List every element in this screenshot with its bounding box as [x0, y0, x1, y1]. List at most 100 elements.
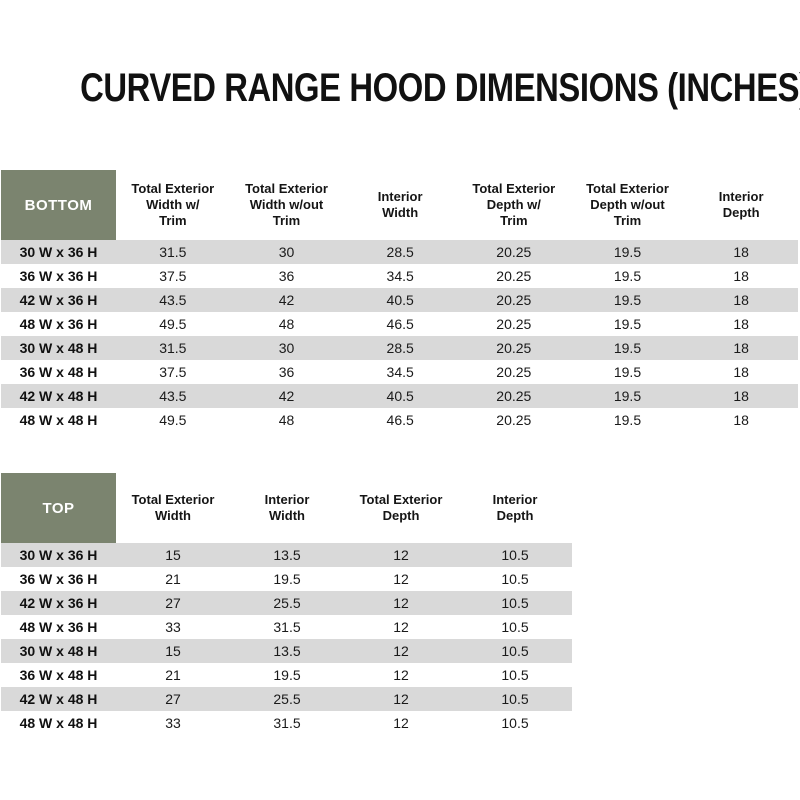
table-cell: 27: [165, 691, 181, 707]
table-row: 42 W x 36 H 43.5 42 40.5 20.25 19.5 18: [1, 288, 798, 312]
table-cell: 13.5: [273, 547, 301, 563]
table-cell: 37.5: [159, 364, 187, 380]
table-cell: 19.5: [613, 364, 642, 380]
table-cell: 19.5: [613, 388, 642, 404]
table-cell: 10.5: [501, 619, 529, 635]
table-cell: 20.25: [496, 316, 532, 332]
table-cell: 42: [278, 292, 295, 308]
row-label: 30 W x 48 H: [19, 340, 98, 356]
table-cell: 19.5: [613, 244, 642, 260]
table-cell: 12: [393, 547, 409, 563]
column-header-line: Width w/out: [249, 197, 324, 212]
table-cell: 20.25: [496, 268, 532, 284]
table-cell: 12: [393, 619, 409, 635]
column-header: Interior Depth: [458, 473, 572, 543]
column-header-line: Trim: [272, 213, 301, 228]
table-cell: 36: [278, 364, 295, 380]
column-header-line: Total Exterior: [359, 492, 443, 507]
table-cell: 20.25: [496, 340, 532, 356]
column-header-line: Total Exterior: [131, 492, 215, 507]
table-cell: 20.25: [496, 292, 532, 308]
column-header-line: Depth: [496, 508, 534, 523]
column-header: Total Exterior Depth w/Trim: [457, 170, 571, 240]
column-header-line: Trim: [613, 213, 642, 228]
table-cell: 19.5: [273, 667, 301, 683]
table-cell: 43.5: [159, 388, 187, 404]
table-cell: 21: [165, 667, 181, 683]
column-header-line: Width w/: [146, 197, 200, 212]
table-cell: 18: [733, 388, 749, 404]
table-row: 36 W x 48 H 37.5 36 34.5 20.25 19.5 18: [1, 360, 798, 384]
column-header-line: Width: [155, 508, 191, 523]
table-cell: 31.5: [159, 340, 187, 356]
table-cell: 15: [165, 547, 181, 563]
table-cell: 12: [393, 667, 409, 683]
table-row: 48 W x 36 H 49.5 48 46.5 20.25 19.5 18: [1, 312, 798, 336]
table-cell: 31.5: [159, 244, 187, 260]
row-label: 42 W x 48 H: [19, 691, 98, 707]
table-cell: 19.5: [613, 412, 642, 428]
row-label: 30 W x 36 H: [19, 547, 98, 563]
column-header: Interior Width: [230, 473, 344, 543]
row-label: 30 W x 48 H: [19, 643, 98, 659]
table-cell: 20.25: [496, 364, 532, 380]
table-cell: 48: [278, 316, 295, 332]
row-label: 36 W x 36 H: [19, 268, 98, 284]
column-header-line: Total Exterior: [245, 181, 328, 196]
column-header: Interior Width: [343, 170, 457, 240]
column-header-line: Interior: [377, 189, 423, 204]
table-corner-label: BOTTOM: [1, 170, 116, 240]
table-cell: 34.5: [386, 268, 414, 284]
table-cell: 19.5: [613, 316, 642, 332]
column-header-line: Depth w/out: [590, 197, 665, 212]
table-cell: 36: [278, 268, 295, 284]
table-cell: 28.5: [386, 340, 414, 356]
column-header-line: Width: [269, 508, 305, 523]
table-row: 36 W x 36 H 37.5 36 34.5 20.25 19.5 18: [1, 264, 798, 288]
column-header: Interior Depth: [684, 170, 798, 240]
column-header: Total Exterior Width w/Trim: [116, 170, 230, 240]
table-cell: 46.5: [386, 412, 414, 428]
table-cell: 20.25: [496, 388, 532, 404]
table-cell: 10.5: [501, 691, 529, 707]
table-row: 42 W x 48 H 43.5 42 40.5 20.25 19.5 18: [1, 384, 798, 408]
column-header-line: Depth: [722, 205, 760, 220]
table-cell: 46.5: [386, 316, 414, 332]
table-row: 48 W x 36 H 33 31.5 12 10.5: [1, 615, 572, 639]
row-label: 42 W x 48 H: [19, 388, 98, 404]
table-row: 30 W x 36 H 31.5 30 28.5 20.25 19.5 18: [1, 240, 798, 264]
table-cell: 12: [393, 595, 409, 611]
table-cell: 10.5: [501, 715, 529, 731]
table-cell: 12: [393, 643, 409, 659]
row-label: 36 W x 36 H: [19, 571, 98, 587]
table-cell: 12: [393, 691, 409, 707]
column-header-line: Total Exterior: [586, 181, 669, 196]
row-label: 48 W x 48 H: [19, 715, 98, 731]
table-cell: 20.25: [496, 244, 532, 260]
table-row: 36 W x 36 H 21 19.5 12 10.5: [1, 567, 572, 591]
table-row: 48 W x 48 H 33 31.5 12 10.5: [1, 711, 572, 735]
row-label: 36 W x 48 H: [19, 667, 98, 683]
table-cell: 19.5: [613, 340, 642, 356]
table-cell: 10.5: [501, 595, 529, 611]
top-dimensions-table: TOP Total Exterior Width Interior Width Total…: [1, 473, 572, 735]
table-cell: 18: [733, 364, 749, 380]
column-header-line: Depth: [382, 508, 420, 523]
column-header-line: Interior: [718, 189, 764, 204]
table-cell: 19.5: [613, 268, 642, 284]
table-cell: 10.5: [501, 547, 529, 563]
column-header-line: Depth w/: [486, 197, 541, 212]
table-cell: 31.5: [273, 619, 301, 635]
table-cell: 18: [733, 316, 749, 332]
table-cell: 18: [733, 292, 749, 308]
row-label: 48 W x 36 H: [19, 619, 98, 635]
row-label: 48 W x 48 H: [19, 412, 98, 428]
table-row: 36 W x 48 H 21 19.5 12 10.5: [1, 663, 572, 687]
table-cell: 18: [733, 340, 749, 356]
table-cell: 28.5: [386, 244, 414, 260]
column-header: Total Exterior Width w/out Trim: [230, 170, 344, 240]
table-cell: 40.5: [386, 292, 414, 308]
table-cell: 12: [393, 571, 409, 587]
table-row: 42 W x 36 H 27 25.5 12 10.5: [1, 591, 572, 615]
